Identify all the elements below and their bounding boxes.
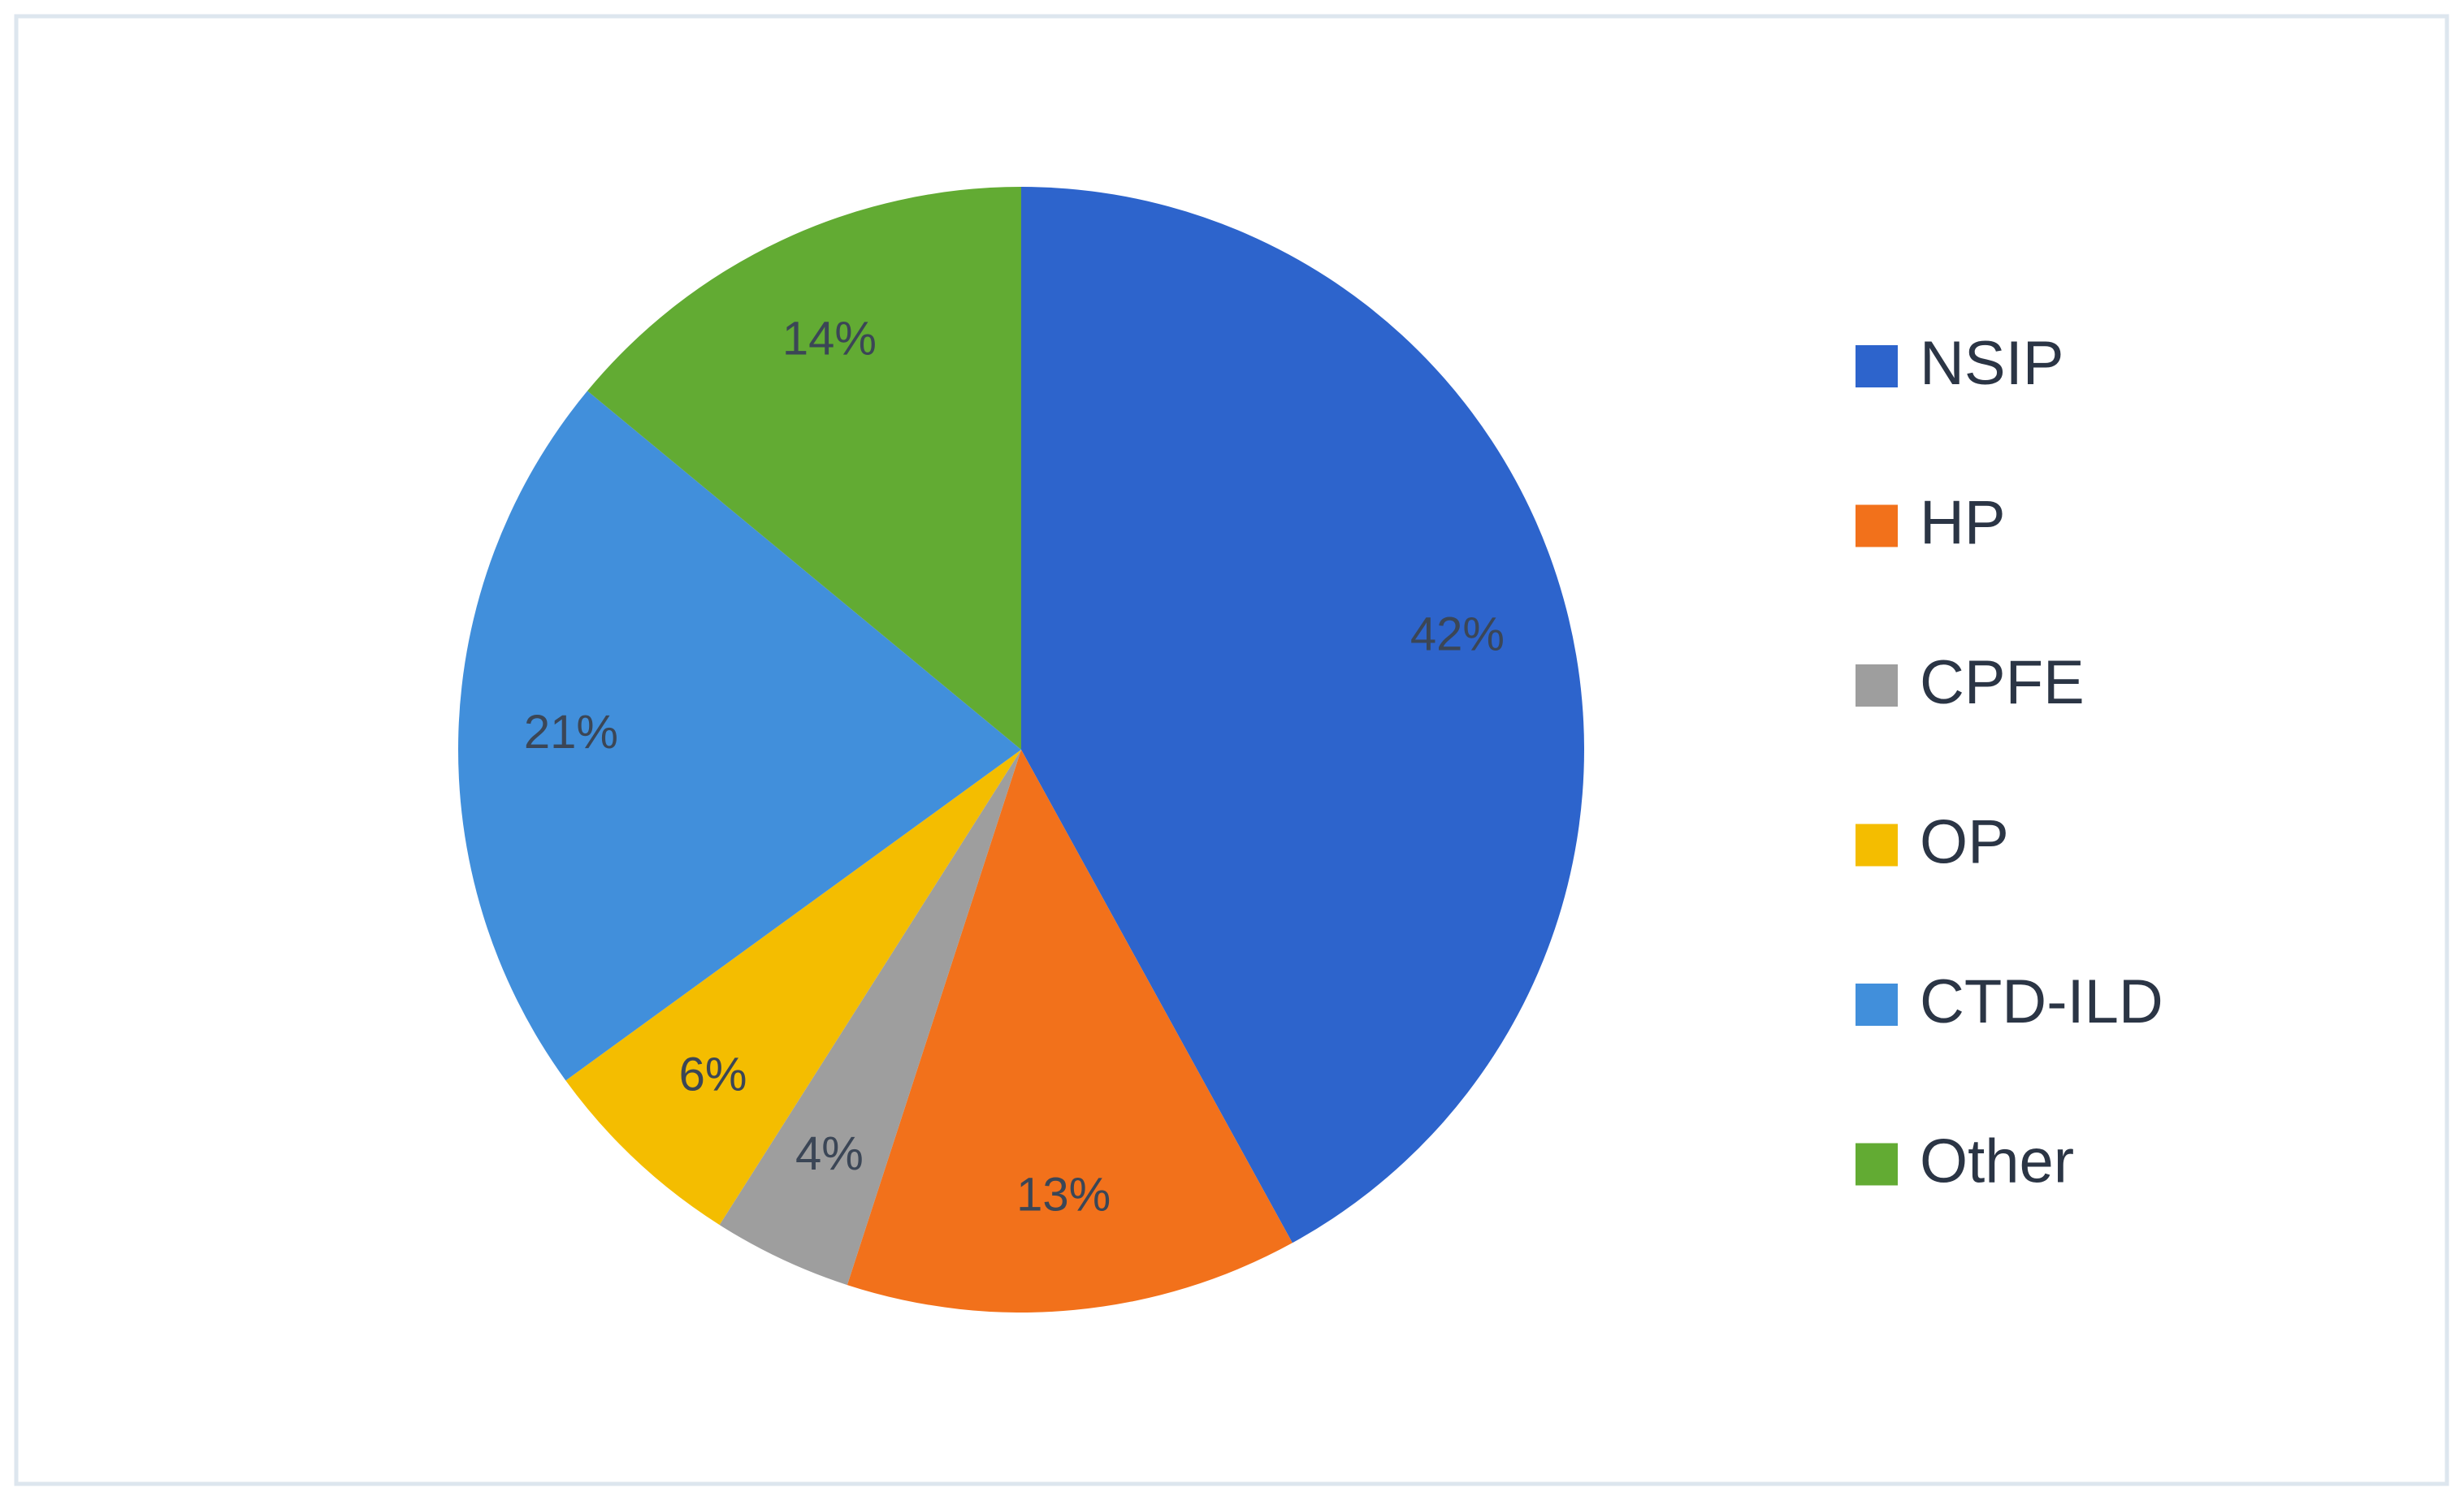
- legend-swatch: [1856, 984, 1898, 1026]
- data-label: 13%: [1016, 1168, 1111, 1221]
- pie-slice: [587, 187, 1021, 750]
- legend-label: CPFE: [1920, 648, 2085, 717]
- pie-slice: [457, 391, 1021, 1081]
- legend-swatch: [1856, 504, 1898, 547]
- legend-label: OP: [1920, 808, 2009, 877]
- legend-label: Other: [1920, 1127, 2074, 1196]
- data-label: 4%: [795, 1127, 864, 1180]
- data-label: 21%: [524, 706, 618, 759]
- pie-slice: [565, 750, 1021, 1226]
- data-label: 14%: [782, 313, 877, 365]
- pie-slice: [847, 750, 1293, 1313]
- legend-label: HP: [1920, 489, 2006, 558]
- legend-swatch: [1856, 824, 1898, 867]
- legend-label: CTD-ILD: [1920, 967, 2163, 1036]
- data-label: 6%: [679, 1048, 747, 1101]
- data-label: 42%: [1410, 608, 1505, 660]
- pie-slice: [1021, 187, 1584, 1243]
- legend-label: NSIP: [1920, 329, 2063, 398]
- legend-swatch: [1856, 1143, 1898, 1186]
- legend-swatch: [1856, 345, 1898, 387]
- pie-slice: [719, 750, 1021, 1286]
- legend-swatch: [1856, 664, 1898, 707]
